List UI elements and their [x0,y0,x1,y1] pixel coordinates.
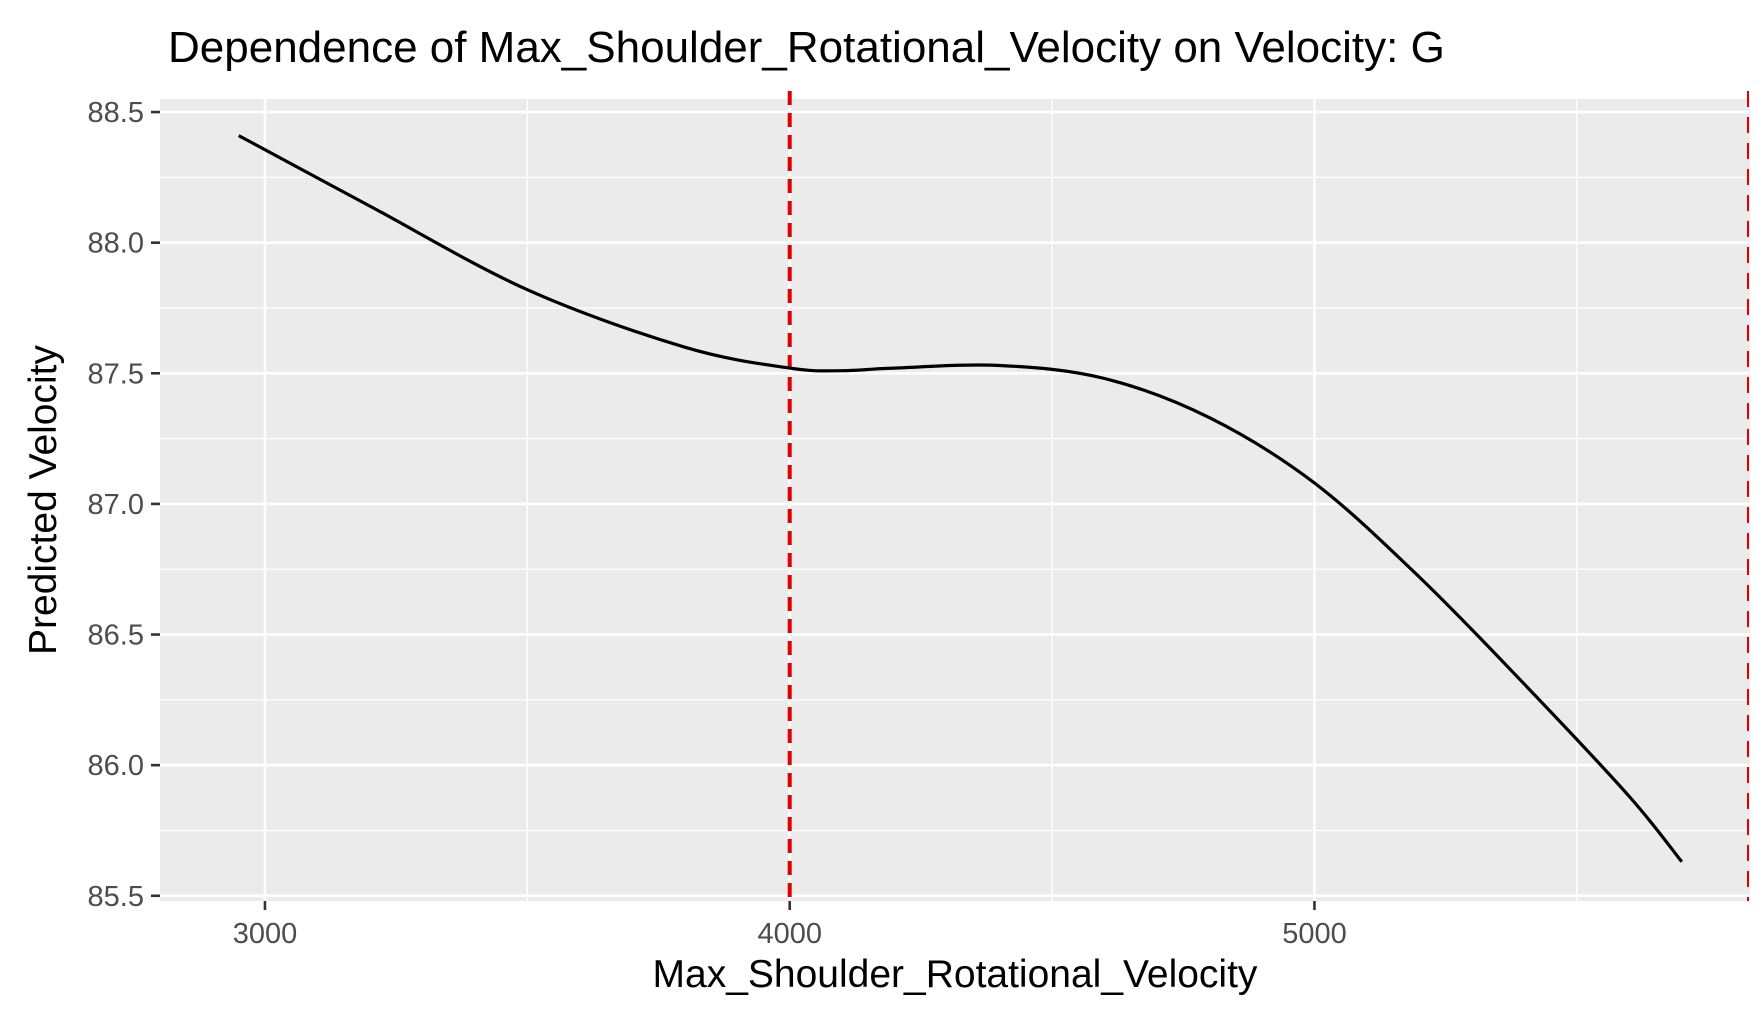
plot-panel [160,99,1750,901]
y-tick-label: 88.0 [88,228,144,260]
series-line [237,134,1684,863]
y-tick-label: 86.5 [88,620,144,652]
reference-lines [787,91,1749,901]
y-tick-label: 88.5 [88,97,144,129]
chart-title: Dependence of Max_Shoulder_Rotational_Ve… [168,23,1445,72]
x-tick-label: 5000 [1282,918,1347,950]
y-tick-label: 87.5 [88,358,144,390]
y-axis: 85.5 86.0 86.5 87.0 87.5 88.0 88.5 [88,97,160,913]
y-tick-label: 87.0 [88,489,144,521]
y-axis-title: Predicted Velocity [22,345,65,656]
series-layer [237,134,1684,863]
x-axis: 3000 4000 5000 [233,901,1347,950]
y-tick-label: 85.5 [88,881,144,913]
y-tick-label: 86.0 [88,750,144,782]
x-axis-title: Max_Shoulder_Rotational_Velocity [653,953,1258,996]
minor-gridlines [160,99,1750,901]
x-tick-label: 4000 [757,918,822,950]
x-tick-label: 3000 [233,918,298,950]
